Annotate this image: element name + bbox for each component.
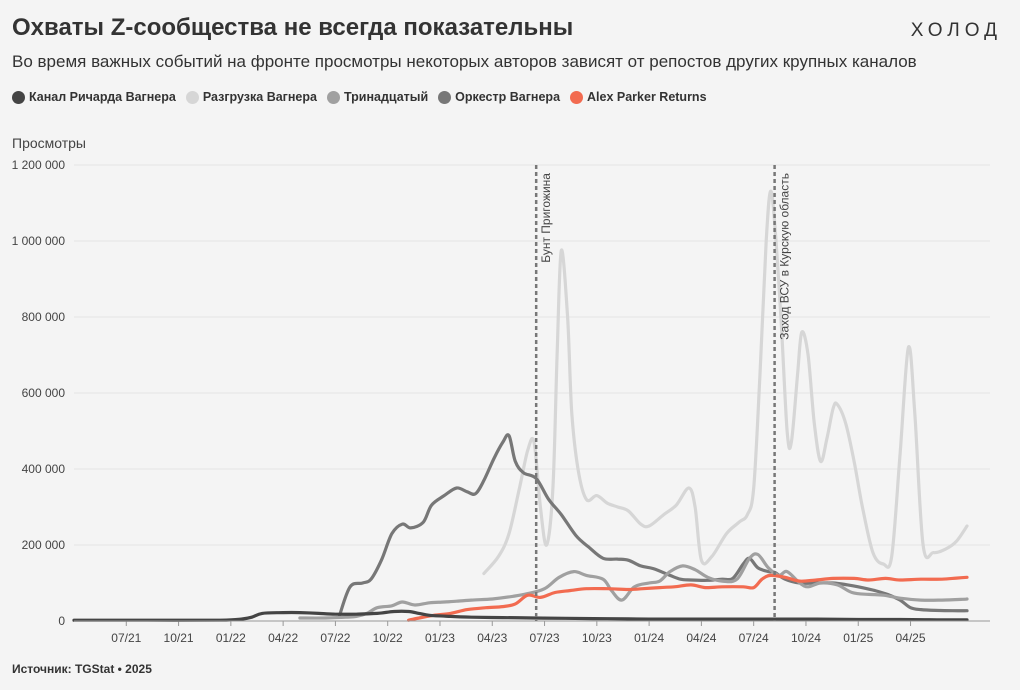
x-tick-label: 01/22 bbox=[216, 631, 246, 645]
y-tick-label: 0 bbox=[58, 614, 65, 628]
y-tick-label: 1 000 000 bbox=[12, 234, 66, 248]
legend-label: Alex Parker Returns bbox=[587, 90, 707, 104]
legend-label: Оркестр Вагнера bbox=[455, 90, 561, 104]
x-tick-label: 10/22 bbox=[373, 631, 403, 645]
legend: Канал Ричарда Вагнера Разгрузка Вагнера … bbox=[12, 90, 707, 104]
y-axis-title: Просмотры bbox=[12, 135, 86, 151]
legend-swatch bbox=[185, 90, 199, 104]
legend-item-kanal-richarda[interactable]: Канал Ричарда Вагнера bbox=[12, 90, 176, 104]
x-tick-label: 07/24 bbox=[739, 631, 769, 645]
x-tick-label: 01/25 bbox=[843, 631, 873, 645]
legend-swatch bbox=[12, 90, 25, 104]
y-tick-label: 800 000 bbox=[22, 310, 66, 324]
y-tick-label: 200 000 bbox=[22, 538, 66, 552]
series-line bbox=[482, 189, 969, 576]
series-line bbox=[338, 433, 969, 617]
chart-subtitle: Во время важных событий на фронте просмо… bbox=[12, 52, 917, 71]
x-tick-label: 04/25 bbox=[896, 631, 926, 645]
x-tick-label: 10/23 bbox=[582, 631, 612, 645]
brand-logo: ХОЛОД bbox=[910, 20, 1002, 41]
y-tick-label: 400 000 bbox=[22, 462, 66, 476]
x-tick-label: 01/24 bbox=[634, 631, 664, 645]
legend-swatch bbox=[326, 90, 340, 104]
legend-label: Тринадцатый bbox=[343, 90, 429, 104]
series-line bbox=[407, 573, 969, 622]
x-tick-label: 04/23 bbox=[477, 631, 507, 645]
source-note: Источник: TGStat • 2025 bbox=[12, 662, 152, 676]
x-tick-label: 07/22 bbox=[320, 631, 350, 645]
x-tick-label: 07/23 bbox=[530, 631, 560, 645]
legend-swatch bbox=[438, 90, 452, 104]
legend-item-alex-parker[interactable]: Alex Parker Returns bbox=[570, 90, 707, 104]
x-tick-label: 10/21 bbox=[164, 631, 194, 645]
legend-swatch bbox=[570, 90, 584, 104]
event-label: Бунт Пригожина bbox=[539, 173, 553, 263]
x-tick-label: 10/24 bbox=[791, 631, 821, 645]
x-tick-label: 01/23 bbox=[425, 631, 455, 645]
legend-item-trinadtsatyi[interactable]: Тринадцатый bbox=[326, 90, 429, 104]
x-tick-label: 04/24 bbox=[686, 631, 716, 645]
legend-item-orkestr[interactable]: Оркестр Вагнера bbox=[438, 90, 560, 104]
series-line bbox=[72, 609, 969, 622]
series-line bbox=[298, 552, 969, 620]
x-tick-label: 07/21 bbox=[111, 631, 141, 645]
y-tick-label: 600 000 bbox=[22, 386, 66, 400]
legend-item-razgruzka[interactable]: Разгрузка Вагнера bbox=[185, 90, 317, 104]
event-label: Заход ВСУ в Курскую область bbox=[778, 173, 792, 340]
x-tick-label: 04/22 bbox=[268, 631, 298, 645]
y-tick-label: 1 200 000 bbox=[12, 158, 66, 172]
chart-title: Охваты Z-сообщества не всегда показатель… bbox=[12, 14, 574, 41]
legend-label: Канал Ричарда Вагнера bbox=[29, 90, 176, 104]
legend-label: Разгрузка Вагнера bbox=[202, 90, 317, 104]
